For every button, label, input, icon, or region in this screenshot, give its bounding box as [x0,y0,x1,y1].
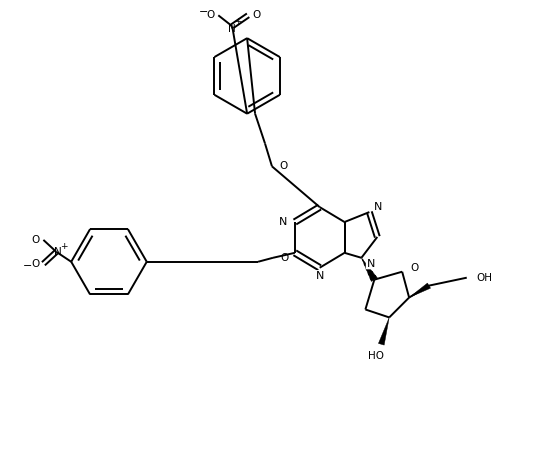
Text: N: N [279,217,287,227]
Polygon shape [409,283,430,297]
Polygon shape [379,317,389,345]
Text: N: N [374,202,383,212]
Text: O: O [32,235,40,245]
Text: O: O [280,253,288,263]
Text: O: O [252,10,260,20]
Text: OH: OH [477,273,493,283]
Text: N: N [316,271,324,281]
Text: N: N [229,24,236,34]
Text: −: − [199,7,208,17]
Text: N: N [54,247,62,257]
Polygon shape [362,258,378,281]
Text: O: O [206,10,215,20]
Text: +: + [234,17,242,26]
Text: N: N [366,259,375,269]
Text: N: N [279,217,287,227]
Text: N: N [316,271,324,281]
Text: O: O [32,259,40,269]
Text: O: O [279,162,287,171]
Text: N: N [366,259,375,269]
Text: N: N [374,202,383,212]
Text: HO: HO [368,351,384,361]
Text: O: O [410,263,418,273]
Text: +: + [60,243,68,252]
Text: −: − [23,261,32,271]
